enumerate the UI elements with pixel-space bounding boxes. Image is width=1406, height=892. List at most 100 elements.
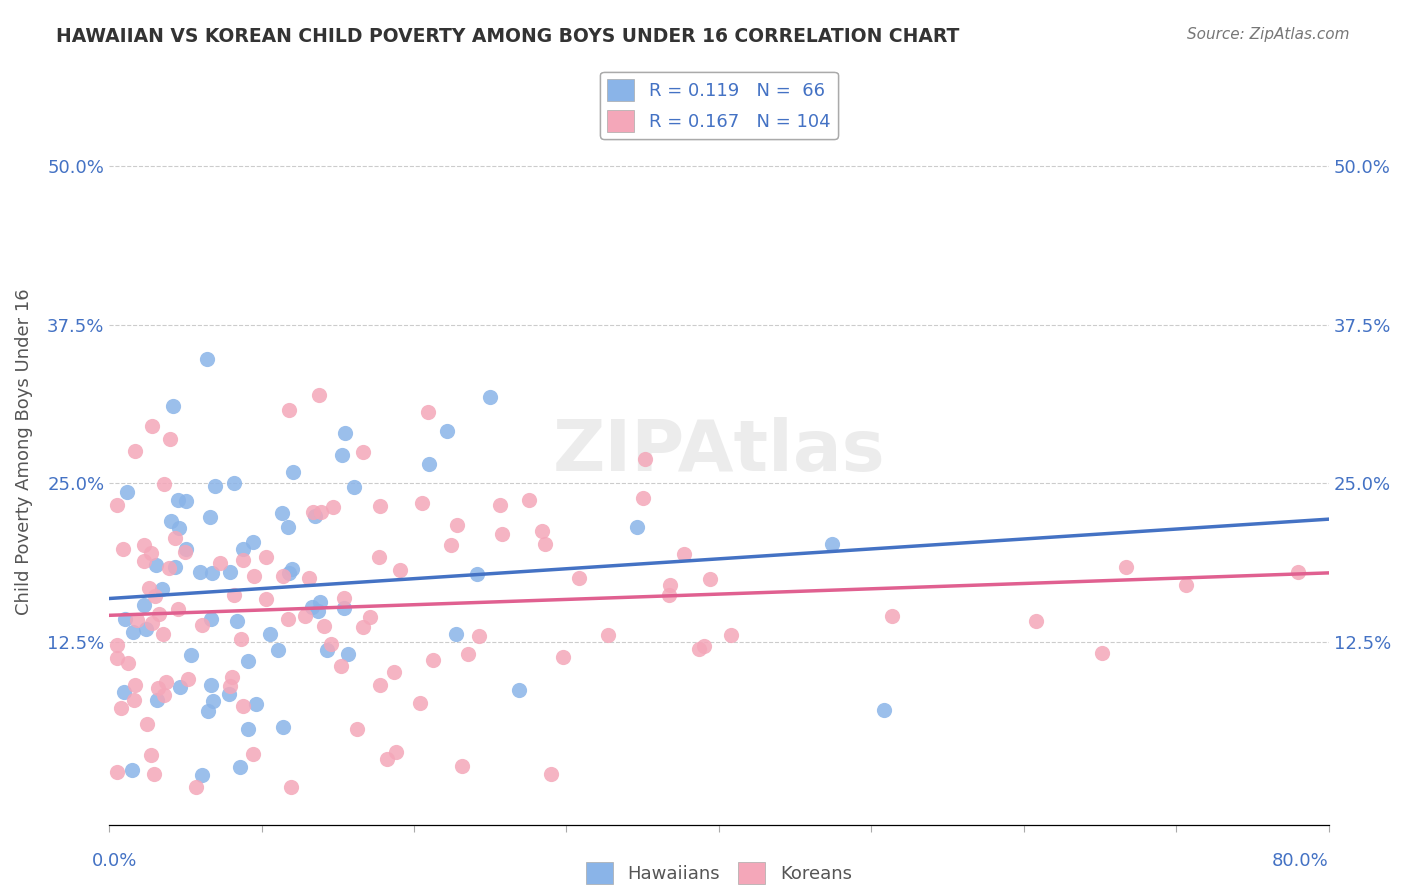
Point [254, 592, 277, 607]
Point [440, 538, 463, 552]
Point [330, 448, 353, 462]
Point [720, 628, 742, 642]
Point [457, 647, 479, 661]
Point [191, 618, 214, 632]
Point [200, 612, 222, 626]
Point [174, 545, 197, 559]
Text: ZIPAtlas: ZIPAtlas [553, 417, 886, 486]
Point [121, 625, 143, 640]
Point [155, 675, 177, 690]
Point [298, 571, 321, 585]
Point [882, 608, 904, 623]
Point [598, 628, 620, 642]
Point [135, 622, 157, 636]
Point [280, 562, 302, 576]
Point [141, 747, 163, 762]
Point [202, 694, 225, 708]
Point [322, 500, 344, 515]
Point [277, 403, 299, 417]
Point [153, 688, 176, 702]
Point [382, 665, 405, 680]
Point [533, 537, 555, 551]
Point [312, 619, 335, 633]
Point [159, 433, 181, 447]
Point [450, 759, 472, 773]
Point [1174, 578, 1197, 592]
Point [688, 641, 710, 656]
Point [218, 687, 240, 701]
Point [418, 457, 440, 471]
Point [148, 607, 170, 621]
Point [242, 568, 264, 582]
Point [873, 703, 896, 717]
Point [659, 578, 682, 592]
Point [821, 537, 844, 551]
Point [153, 477, 176, 491]
Point [626, 520, 648, 534]
Point [191, 768, 214, 782]
Point [232, 541, 254, 556]
Point [343, 480, 366, 494]
Point [145, 693, 167, 707]
Point [479, 390, 502, 404]
Point [267, 642, 290, 657]
Point [195, 351, 218, 366]
Point [1025, 614, 1047, 628]
Point [333, 591, 356, 606]
Point [368, 678, 391, 692]
Point [271, 720, 294, 734]
Text: 80.0%: 80.0% [1272, 852, 1329, 870]
Point [658, 588, 681, 602]
Point [115, 485, 138, 500]
Point [105, 498, 128, 512]
Point [271, 569, 294, 583]
Point [125, 613, 148, 627]
Point [242, 747, 264, 761]
Point [139, 546, 162, 560]
Point [197, 704, 219, 718]
Point [307, 604, 329, 618]
Point [444, 627, 467, 641]
Point [114, 611, 136, 625]
Point [159, 514, 181, 528]
Point [631, 491, 654, 505]
Point [304, 508, 326, 523]
Point [280, 780, 302, 795]
Point [468, 628, 491, 642]
Point [1115, 559, 1137, 574]
Point [309, 595, 332, 609]
Point [121, 763, 143, 777]
Point [422, 652, 444, 666]
Point [1091, 646, 1114, 660]
Point [138, 582, 160, 596]
Point [301, 599, 323, 614]
Point [359, 609, 381, 624]
Point [416, 404, 439, 418]
Point [145, 558, 167, 572]
Point [332, 601, 354, 615]
Point [224, 588, 246, 602]
Point [174, 493, 197, 508]
Point [567, 571, 589, 585]
Point [232, 699, 254, 714]
Point [254, 549, 277, 564]
Point [162, 399, 184, 413]
Point [169, 681, 191, 695]
Point [117, 657, 139, 671]
Point [232, 553, 254, 567]
Point [384, 745, 406, 759]
Point [283, 465, 305, 479]
Point [222, 475, 245, 490]
Y-axis label: Child Poverty Among Boys Under 16: Child Poverty Among Boys Under 16 [15, 288, 32, 615]
Point [229, 632, 252, 646]
Text: Source: ZipAtlas.com: Source: ZipAtlas.com [1187, 27, 1350, 42]
Point [124, 444, 146, 458]
Legend: R = 0.119   N =  66, R = 0.167   N = 104: R = 0.119 N = 66, R = 0.167 N = 104 [600, 71, 838, 139]
Point [277, 520, 299, 534]
Point [517, 493, 540, 508]
Point [204, 478, 226, 492]
Point [316, 643, 339, 657]
Point [409, 696, 432, 710]
Point [352, 620, 374, 634]
Point [346, 722, 368, 736]
